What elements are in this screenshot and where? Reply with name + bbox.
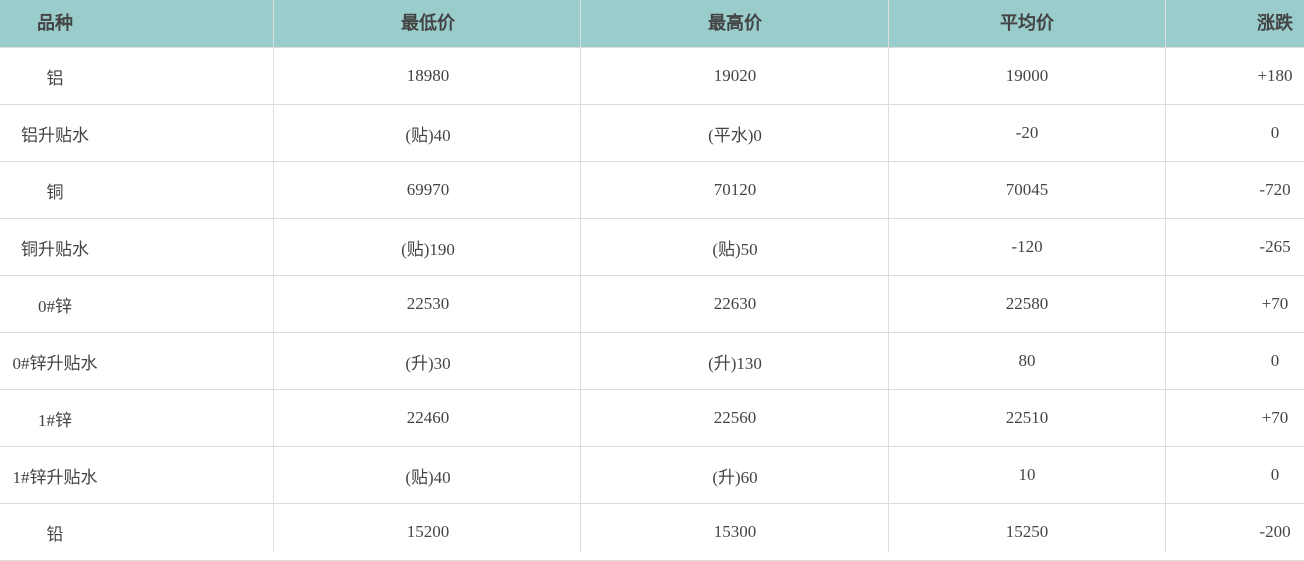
cell-avg-price: 19000 <box>1005 66 1049 85</box>
cell-max-price: 19020 <box>713 66 757 85</box>
cell-min-price: (升)30 <box>405 353 451 373</box>
cell-variety: 1#锌升贴水 <box>12 467 98 487</box>
table-row: 铜 69970 70120 70045 -720 <box>0 162 1304 219</box>
cell-variety: 铜升贴水 <box>21 239 89 259</box>
cell-max-price: (贴)50 <box>712 239 758 259</box>
cell-max-price: 15300 <box>713 522 757 541</box>
cell-min-price: (贴)40 <box>405 467 451 487</box>
cell-max-price: 22560 <box>713 408 757 427</box>
header-change: 涨跌 <box>1257 13 1293 33</box>
cell-max-price: (升)60 <box>712 467 758 487</box>
cell-change: -265 <box>1259 237 1291 256</box>
cell-avg-price: 70045 <box>1005 180 1049 199</box>
cell-variety: 0#锌升贴水 <box>12 353 98 373</box>
cell-max-price: 22630 <box>713 294 757 313</box>
cell-avg-price: 22510 <box>1005 408 1049 427</box>
cell-avg-price: 22580 <box>1005 294 1049 313</box>
header-avg-price: 平均价 <box>1000 13 1054 33</box>
header-min-price: 最低价 <box>401 13 455 33</box>
cell-min-price: 18980 <box>406 66 450 85</box>
cell-min-price: (贴)40 <box>405 125 451 145</box>
cell-avg-price: -20 <box>1015 123 1039 142</box>
cell-variety: 铝 <box>46 68 64 88</box>
cell-change: +70 <box>1261 408 1289 427</box>
cell-max-price: (平水)0 <box>708 125 762 145</box>
cell-variety: 1#锌 <box>38 410 72 430</box>
column-divider <box>1165 0 1166 552</box>
cell-max-price: 70120 <box>713 180 757 199</box>
cell-change: -200 <box>1259 522 1291 541</box>
cell-min-price: 22460 <box>406 408 450 427</box>
table-row: 铝升贴水 (贴)40 (平水)0 -20 0 <box>0 105 1304 162</box>
table-row: 0#锌升贴水 (升)30 (升)130 80 0 <box>0 333 1304 390</box>
cell-change: +180 <box>1257 66 1293 85</box>
header-max-price: 最高价 <box>708 13 762 33</box>
cell-change: 0 <box>1270 123 1280 142</box>
column-divider <box>580 0 581 552</box>
cell-avg-price: 80 <box>1018 351 1036 370</box>
cell-min-price: 15200 <box>406 522 450 541</box>
cell-variety: 铝升贴水 <box>21 125 89 145</box>
column-divider <box>888 0 889 552</box>
cell-change: +70 <box>1261 294 1289 313</box>
table-header: 品种 最低价 最高价 平均价 涨跌 <box>0 0 1304 48</box>
table-row: 铝 18980 19020 19000 +180 <box>0 48 1304 105</box>
table-row: 1#锌升贴水 (贴)40 (升)60 10 0 <box>0 447 1304 504</box>
header-variety: 品种 <box>37 13 73 33</box>
cell-variety: 0#锌 <box>38 296 72 316</box>
cell-max-price: (升)130 <box>708 353 762 373</box>
cell-avg-price: 10 <box>1018 465 1036 484</box>
cell-change: -720 <box>1259 180 1291 199</box>
cell-min-price: 69970 <box>406 180 450 199</box>
cell-avg-price: -120 <box>1011 237 1043 256</box>
cell-variety: 铜 <box>46 182 64 202</box>
cell-min-price: (贴)190 <box>401 239 455 259</box>
table-row: 铜升贴水 (贴)190 (贴)50 -120 -265 <box>0 219 1304 276</box>
table-row: 1#锌 22460 22560 22510 +70 <box>0 390 1304 447</box>
cell-change: 0 <box>1270 351 1280 370</box>
cell-variety: 铅 <box>46 524 64 544</box>
table-row: 0#锌 22530 22630 22580 +70 <box>0 276 1304 333</box>
column-divider <box>273 0 274 552</box>
cell-avg-price: 15250 <box>1005 522 1049 541</box>
cell-min-price: 22530 <box>406 294 450 313</box>
cell-change: 0 <box>1270 465 1280 484</box>
table-row: 铅 15200 15300 15250 -200 <box>0 504 1304 561</box>
